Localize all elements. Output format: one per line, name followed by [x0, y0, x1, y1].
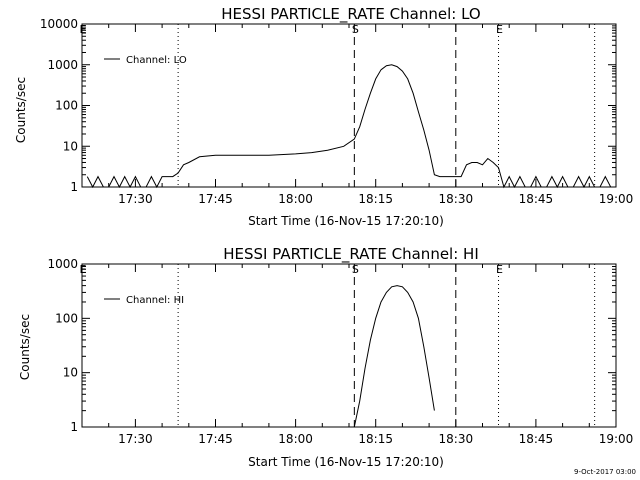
plot-frame-hi: [81, 263, 617, 428]
x-tick-label-lo: 18:45: [519, 192, 554, 206]
series-line-hi: [353, 285, 435, 428]
x-tick-label-lo: 18:30: [439, 192, 474, 206]
y-axis-label-hi: Counts/sec: [18, 314, 32, 380]
y-tick-label-lo: 1: [70, 180, 78, 194]
x-tick-label-lo: 17:30: [118, 192, 153, 206]
marker-label-lo: S: [352, 23, 359, 36]
y-tick-label-hi: 100: [55, 311, 78, 325]
y-tick-label-lo: 10: [63, 139, 78, 153]
legend-lo: Channel: LO: [104, 55, 187, 66]
marker-label-lo: E: [80, 23, 87, 36]
x-axis-label-hi: Start Time (16-Nov-15 17:20:10): [248, 455, 444, 469]
marker-label-hi: E: [496, 263, 503, 276]
panel-hi: HESSI PARTICLE_RATE Channel: HI Counts/s…: [18, 245, 633, 469]
footer-timestamp: 9-Oct-2017 03:00: [574, 468, 636, 476]
x-tick-label-hi: 18:45: [519, 432, 554, 446]
ticks-hi: 17:30 17:45 18:00 18:15 18:30 18:45 19:00 1 10 10…: [47, 257, 633, 446]
legend-label-lo: Channel: LO: [126, 55, 187, 66]
y-axis-label-lo: Counts/sec: [14, 77, 28, 143]
chart-title-hi: HESSI PARTICLE_RATE Channel: HI: [223, 245, 479, 264]
marker-label-hi: E: [80, 263, 87, 276]
x-tick-label-lo: 18:15: [358, 192, 393, 206]
y-tick-label-hi: 1000: [47, 257, 78, 271]
legend-hi: Channel: HI: [104, 295, 184, 306]
x-tick-label-hi: 18:30: [439, 432, 474, 446]
plot-frame-lo: [81, 23, 617, 188]
x-tick-label-hi: 17:30: [118, 432, 153, 446]
y-tick-label-lo: 1000: [47, 58, 78, 72]
x-tick-label-hi: 17:45: [198, 432, 233, 446]
y-tick-label-hi: 10: [63, 366, 78, 380]
y-tick-label-lo: 100: [55, 99, 78, 113]
x-tick-label-lo: 17:45: [198, 192, 233, 206]
ticks-lo: 17:30 17:45 18:00 18:15 18:30 18:45 19:00 1 10 10…: [40, 17, 633, 206]
x-tick-label-hi: 19:00: [599, 432, 634, 446]
marker-label-lo: E: [496, 23, 503, 36]
y-tick-label-hi: 1: [70, 420, 78, 434]
y-tick-label-lo: 10000: [40, 17, 78, 31]
x-tick-label-hi: 18:00: [278, 432, 313, 446]
series-line-lo: [86, 64, 612, 189]
x-tick-label-lo: 19:00: [599, 192, 634, 206]
x-tick-label-lo: 18:00: [278, 192, 313, 206]
panel-lo: HESSI PARTICLE_RATE Channel: LO Counts/s…: [14, 5, 633, 228]
legend-label-hi: Channel: HI: [126, 295, 184, 306]
marker-label-hi: S: [352, 263, 359, 276]
x-axis-label-lo: Start Time (16-Nov-15 17:20:10): [248, 214, 444, 228]
x-tick-label-hi: 18:15: [358, 432, 393, 446]
chart-title-lo: HESSI PARTICLE_RATE Channel: LO: [221, 5, 480, 24]
